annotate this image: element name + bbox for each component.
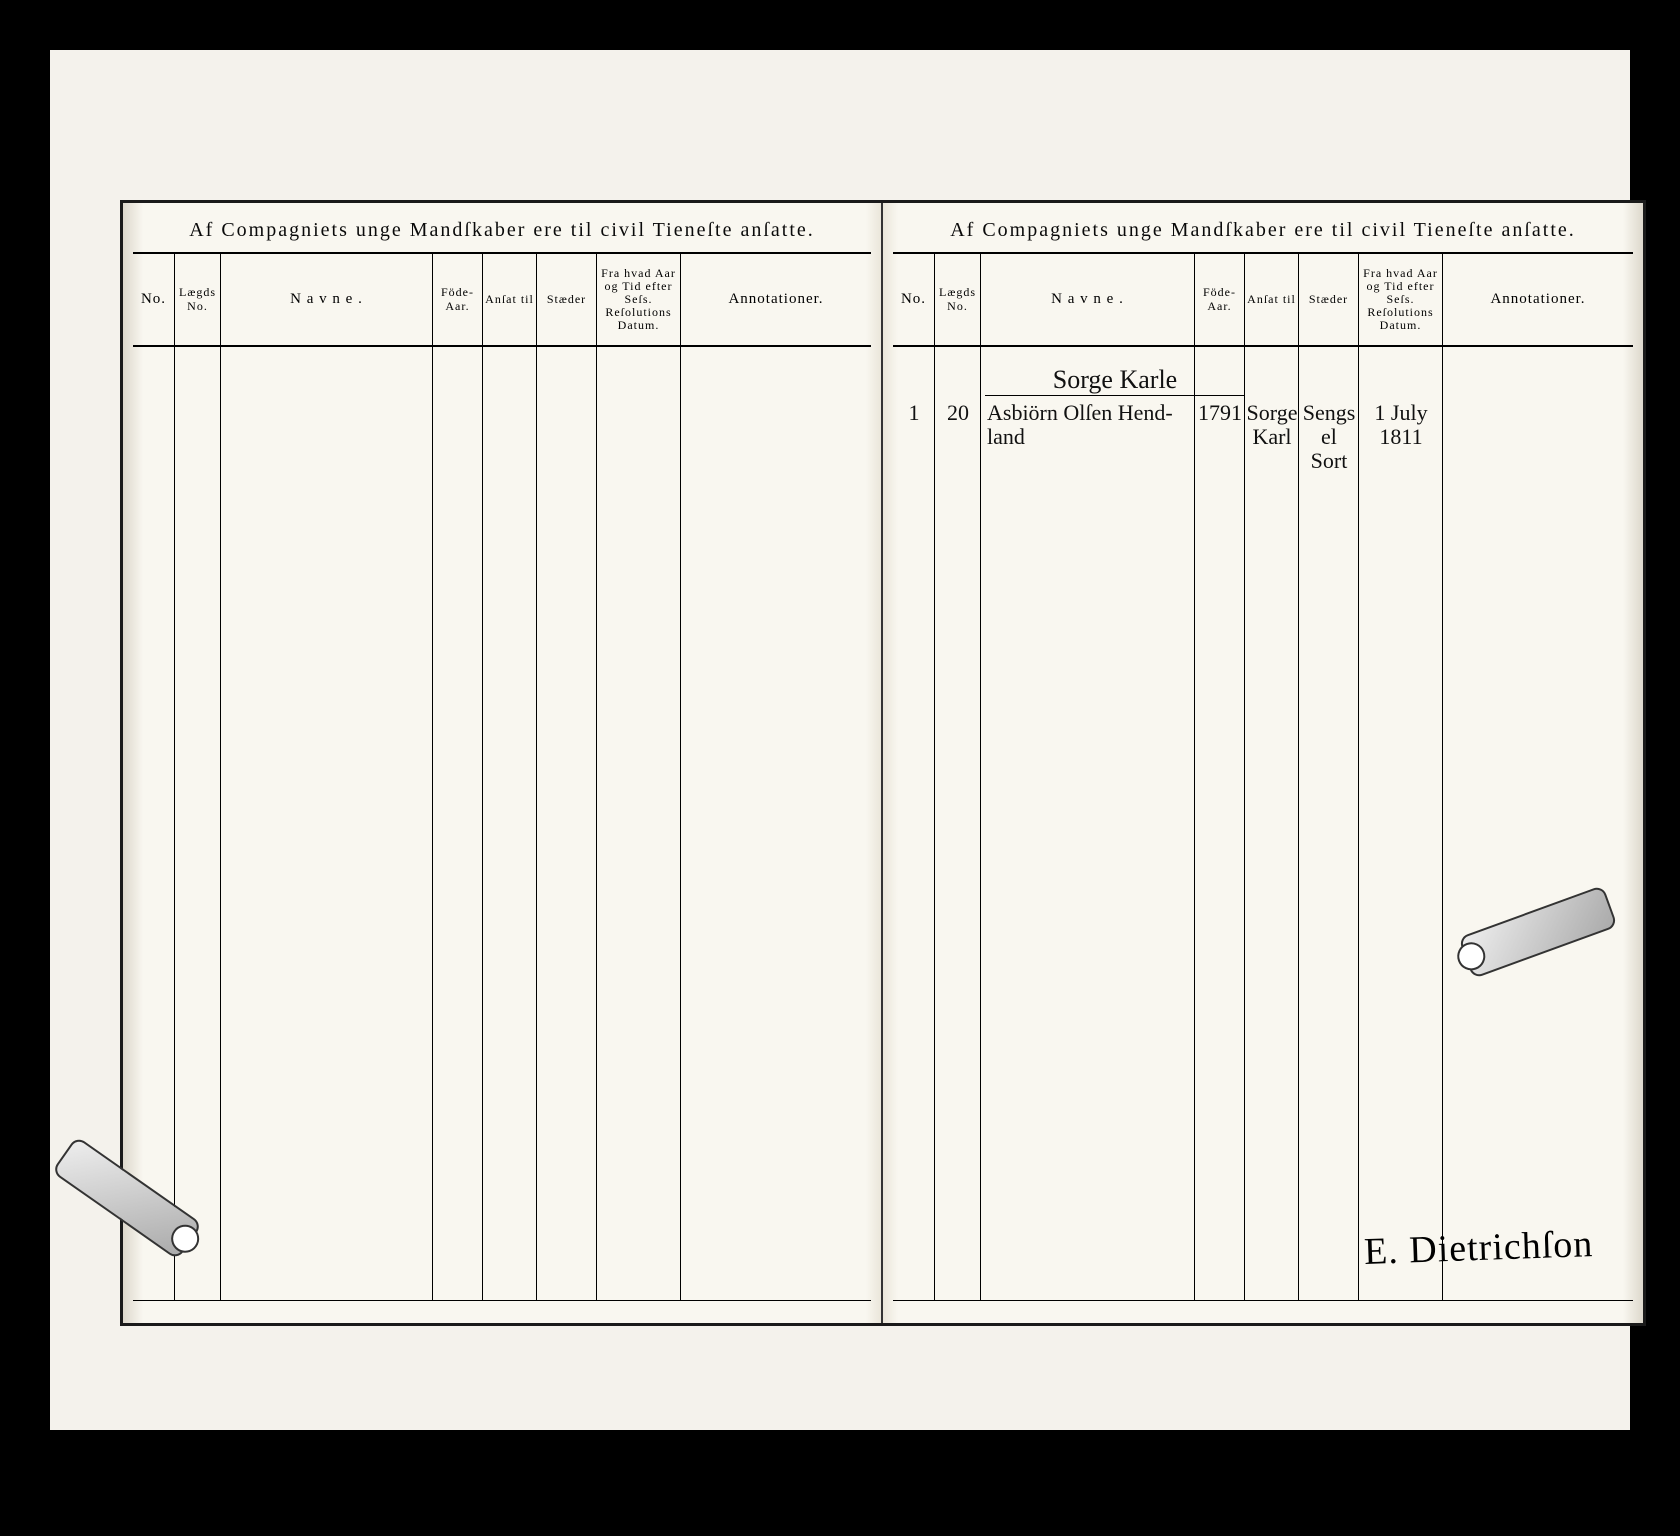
table-row: 1 20 Asbiörn Olſen Hend- land 1791 Sorge…	[893, 399, 1633, 476]
right-page: Af Compagniets unge Mandſkaber ere til c…	[883, 203, 1643, 1323]
column-rules	[133, 347, 871, 1300]
left-page: Af Compagniets unge Mandſkaber ere til c…	[123, 203, 883, 1323]
col-header-fode-aar: Föde- Aar.	[433, 254, 483, 345]
page-title-right: Af Compagniets unge Mandſkaber ere til c…	[893, 215, 1633, 252]
col-header-no: No.	[893, 254, 935, 345]
col-header-navne: N a v n e .	[981, 254, 1195, 345]
col-header-navne: N a v n e .	[221, 254, 433, 345]
col-header-fra-hvad: Fra hvad Aar og Tid efter Seſs. Reſoluti…	[1359, 254, 1443, 345]
cell-laegds-no: 20	[935, 399, 981, 476]
cell-annotationer	[1443, 399, 1633, 476]
cell-fra-hvad: 1 July 1811	[1359, 399, 1443, 476]
col-header-staeder: Stæder	[537, 254, 597, 345]
cell-staeder: Sengs el Sort	[1299, 399, 1359, 476]
signature: E. Dietrichſon	[1363, 1222, 1594, 1274]
col-header-fode-aar: Föde- Aar.	[1195, 254, 1245, 345]
page-title-left: Af Compagniets unge Mandſkaber ere til c…	[133, 215, 871, 252]
col-header-ansat-til: Anſat til	[483, 254, 537, 345]
category-heading: Sorge Karle	[985, 365, 1245, 396]
column-header-row: No. Lægds No. N a v n e . Föde- Aar. Anſ…	[893, 252, 1633, 347]
col-header-no: No.	[133, 254, 175, 345]
col-header-ansat-til: Anſat til	[1245, 254, 1299, 345]
left-table-body	[133, 347, 871, 1301]
col-header-annotationer: Annotationer.	[681, 254, 871, 345]
column-rules	[893, 347, 1633, 1300]
col-header-laegds-no: Lægds No.	[175, 254, 221, 345]
col-header-laegds-no: Lægds No.	[935, 254, 981, 345]
right-table-body: Sorge Karle 1 20 Asbiörn Olſen Hend- lan…	[893, 347, 1633, 1301]
ledger-book: Af Compagniets unge Mandſkaber ere til c…	[120, 200, 1646, 1326]
col-header-fra-hvad: Fra hvad Aar og Tid efter Seſs. Reſoluti…	[597, 254, 681, 345]
column-header-row: No. Lægds No. N a v n e . Föde- Aar. Anſ…	[133, 252, 871, 347]
col-header-annotationer: Annotationer.	[1443, 254, 1633, 345]
cell-no: 1	[893, 399, 935, 476]
col-header-staeder: Stæder	[1299, 254, 1359, 345]
cell-navne: Asbiörn Olſen Hend- land	[981, 399, 1195, 476]
cell-fode-aar: 1791	[1195, 399, 1245, 476]
cell-ansat-til: Sorge Karl	[1245, 399, 1299, 476]
photo-frame: Af Compagniets unge Mandſkaber ere til c…	[50, 50, 1630, 1430]
